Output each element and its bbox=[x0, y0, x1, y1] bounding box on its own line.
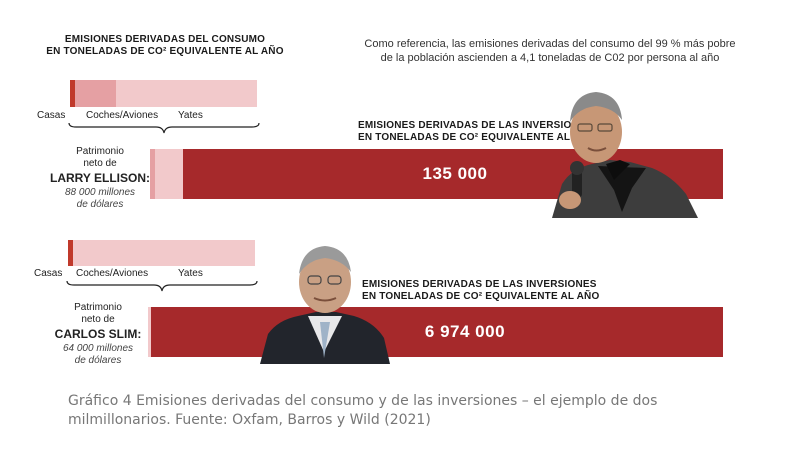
bracket-ellison bbox=[68, 122, 260, 134]
investment-bar-slim bbox=[148, 307, 723, 357]
reference-note: Como referencia, las emisiones derivadas… bbox=[364, 38, 736, 64]
category-label-yates: Yates bbox=[178, 110, 203, 121]
investment-title-ellison: EMISIONES DERIVADAS DE LAS INVERSIONES E… bbox=[358, 120, 596, 143]
category-label-casas: Casas bbox=[34, 268, 63, 279]
consumption-title: EMISIONES DERIVADAS DEL CONSUMO EN TONEL… bbox=[46, 34, 284, 57]
investment-bar-consumption-part bbox=[150, 149, 155, 199]
investment-bar-consumption-part-light bbox=[155, 149, 183, 199]
person-label-ellison: Patrimonio neto de LARRY ELLISON: 88 000… bbox=[50, 146, 151, 210]
photo-larry-ellison bbox=[552, 92, 698, 218]
figure-caption: Gráfico 4 Emisiones derivadas del consum… bbox=[68, 393, 658, 428]
consumption-segment-casas bbox=[70, 80, 75, 107]
bracket-slim bbox=[66, 280, 258, 292]
person-name-slim: CARLOS SLIM: bbox=[54, 327, 142, 341]
consumption-segment-casas bbox=[68, 240, 73, 266]
consumption-bar-slim bbox=[68, 240, 255, 266]
category-label-casas: Casas bbox=[37, 110, 66, 121]
consumption-segment-yates bbox=[73, 240, 255, 266]
investment-value-slim: 6 974 000 bbox=[424, 322, 506, 341]
category-label-yates: Yates bbox=[178, 268, 203, 279]
person-name-ellison: LARRY ELLISON: bbox=[50, 171, 151, 185]
category-label-coches: Coches/Aviones bbox=[76, 268, 149, 279]
consumption-segment-coches bbox=[75, 80, 116, 107]
person-worth-ellison: 88 000 millones de dólares bbox=[64, 187, 136, 210]
person-worth-slim: 64 000 millones de dólares bbox=[62, 343, 134, 366]
investment-value-ellison: 135 000 bbox=[422, 164, 488, 183]
category-label-coches: Coches/Aviones bbox=[86, 110, 159, 121]
investment-bar-main bbox=[151, 307, 723, 357]
photo-carlos-slim bbox=[260, 246, 390, 364]
consumption-segment-yates bbox=[116, 80, 257, 107]
person-label-slim: Patrimonio neto de CARLOS SLIM: 64 000 m… bbox=[48, 302, 148, 367]
investment-title-slim: EMISIONES DERIVADAS DE LAS INVERSIONES E… bbox=[362, 279, 600, 302]
investment-bar-consumption-part bbox=[148, 307, 151, 357]
consumption-bar-ellison bbox=[70, 80, 257, 107]
